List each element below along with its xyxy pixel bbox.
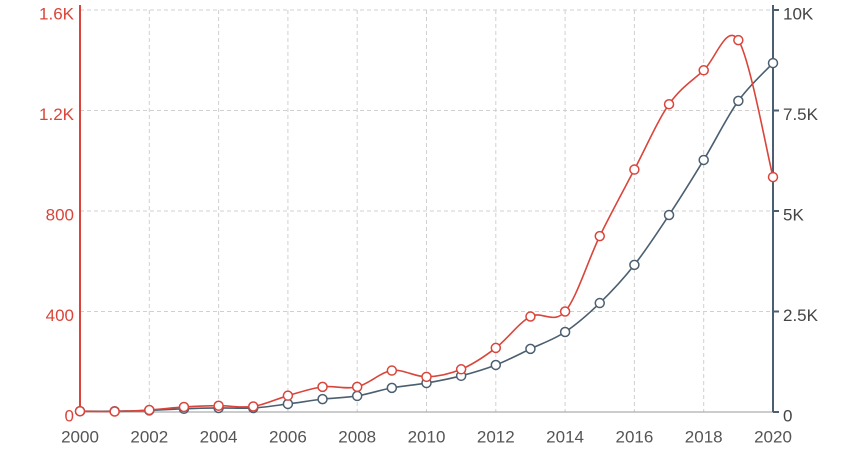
data-point <box>490 359 502 371</box>
data-point <box>698 154 709 166</box>
x-tick-label: 2020 <box>754 427 792 446</box>
data-point <box>525 311 536 322</box>
x-tick-label: 2018 <box>685 427 723 446</box>
data-point <box>663 98 675 110</box>
x-tick-label: 2016 <box>615 427 653 446</box>
y2-tick-label: 0 <box>783 406 792 425</box>
data-point <box>282 390 294 401</box>
x-tick-label: 2004 <box>200 427 238 446</box>
data-point <box>144 404 155 416</box>
data-point <box>698 65 709 76</box>
data-point <box>767 171 779 183</box>
x-tick-label: 2002 <box>130 427 168 446</box>
data-point <box>317 381 328 393</box>
data-point <box>525 343 536 355</box>
data-point <box>317 393 328 405</box>
data-point <box>559 306 571 317</box>
y2-tick-label: 10K <box>783 4 814 23</box>
x-tick-label: 2012 <box>477 427 515 446</box>
data-point <box>663 209 675 221</box>
data-point <box>178 401 190 413</box>
data-point <box>629 259 640 271</box>
data-point <box>733 34 744 46</box>
data-point <box>386 365 398 376</box>
y-tick-label: 0 <box>65 406 74 425</box>
data-point <box>594 230 605 242</box>
y2-tick-label: 7.5K <box>783 105 819 124</box>
y-tick-label: 1.6K <box>39 4 75 23</box>
data-point <box>455 364 467 375</box>
x-tick-label: 2010 <box>408 427 446 446</box>
y-tick-label: 400 <box>46 306 74 325</box>
x-tick-label: 2014 <box>546 427 584 446</box>
data-point <box>351 390 363 402</box>
data-point <box>351 381 363 393</box>
data-point <box>248 401 259 412</box>
y2-tick-label: 2.5K <box>783 306 819 325</box>
x-tick-label: 2008 <box>338 427 376 446</box>
data-point <box>733 95 744 107</box>
data-point <box>109 406 120 417</box>
data-point <box>629 164 640 175</box>
y-tick-label: 800 <box>46 205 74 224</box>
y-tick-label: 1.2K <box>39 105 75 124</box>
data-point <box>559 326 571 338</box>
data-point <box>74 405 86 417</box>
data-point <box>767 57 779 69</box>
data-point <box>594 297 605 309</box>
data-point <box>490 342 502 354</box>
data-point <box>213 400 224 411</box>
x-tick-label: 2000 <box>61 427 99 446</box>
x-tick-label: 2006 <box>269 427 307 446</box>
data-point <box>421 371 432 383</box>
data-point <box>386 382 398 394</box>
y2-tick-label: 5K <box>783 205 804 224</box>
